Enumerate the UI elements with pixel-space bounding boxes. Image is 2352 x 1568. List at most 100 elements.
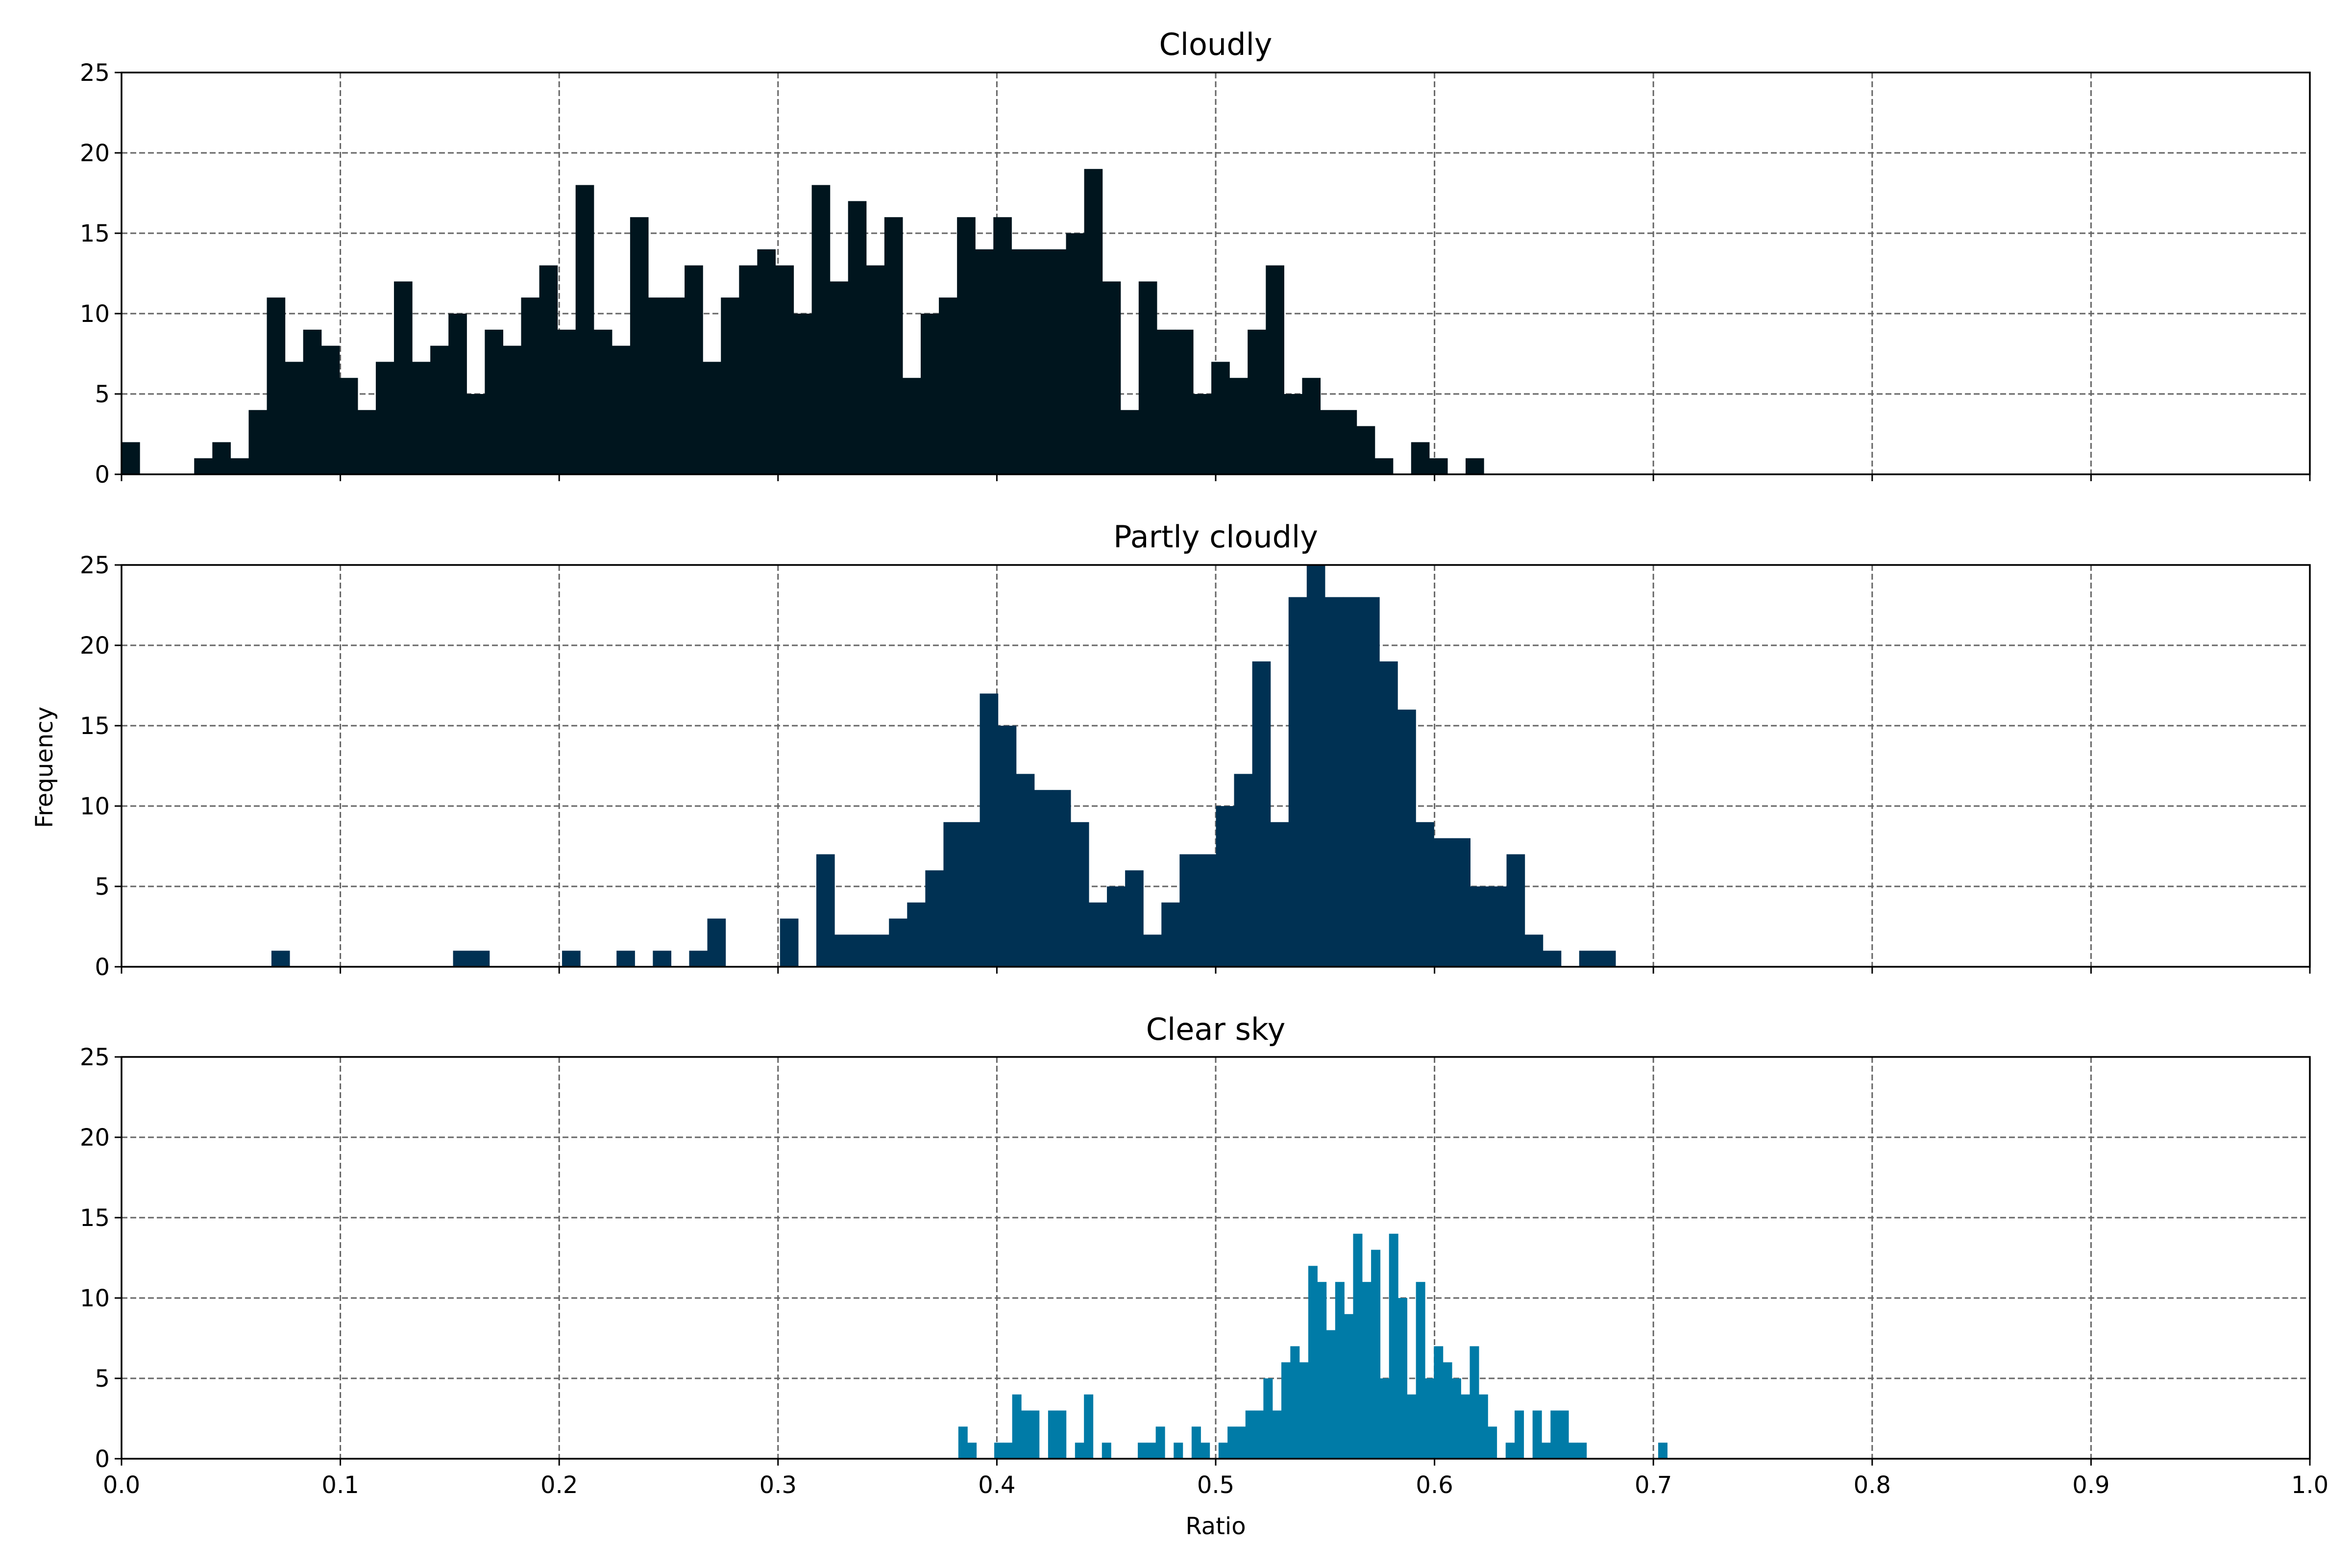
histogram-bar <box>866 265 885 474</box>
histogram-bar <box>1506 854 1525 967</box>
histogram-bar <box>194 458 213 474</box>
histogram-bar <box>1057 1410 1067 1459</box>
histogram-bar <box>653 951 672 967</box>
histogram-bar <box>1088 902 1107 967</box>
histogram-bar <box>834 934 853 967</box>
histogram-bar <box>1179 854 1198 967</box>
histogram-bar <box>616 951 635 967</box>
histogram-bar <box>485 329 504 474</box>
histogram-bar <box>1211 362 1230 474</box>
histogram-bar <box>1568 1443 1578 1459</box>
histogram-bar <box>1443 1362 1452 1459</box>
histogram-bar <box>1371 1250 1381 1459</box>
panel-partly-cloudly: Partly cloudly 0 5 10 15 20 25 <box>80 519 2311 981</box>
histogram-bar <box>1218 1443 1228 1459</box>
histogram-bar <box>889 918 907 967</box>
histogram-bar <box>1234 774 1253 967</box>
histogram-bar <box>1198 854 1217 967</box>
histogram-bar <box>394 281 413 474</box>
histogram-bar <box>1470 886 1489 967</box>
histogram-bar <box>993 217 1012 474</box>
histogram-bar <box>1281 1362 1291 1459</box>
panel-title: Cloudly <box>1159 26 1272 62</box>
histogram-bar <box>961 822 980 967</box>
histogram-bar <box>539 265 558 474</box>
histogram-bar <box>1302 378 1321 474</box>
histogram-bar <box>562 951 581 967</box>
y-tick-label: 20 <box>80 1124 110 1152</box>
histogram-bar <box>1577 1443 1587 1459</box>
histogram-bar <box>1120 410 1139 474</box>
histogram-bar <box>920 314 939 474</box>
histogram-bar <box>967 1443 977 1459</box>
y-tick-label: 10 <box>80 793 110 820</box>
y-tick-label: 5 <box>95 873 110 901</box>
histogram-bar <box>1066 233 1085 474</box>
histogram-bar <box>1451 1378 1461 1459</box>
histogram-bar <box>1029 249 1049 474</box>
histogram-bar <box>1488 886 1507 967</box>
histogram-bar <box>1175 329 1194 474</box>
histogram-bar <box>980 693 999 967</box>
histogram-bar <box>1658 1443 1668 1459</box>
histogram-bar <box>466 394 485 474</box>
y-tick-label: 0 <box>95 461 110 489</box>
x-tick-label: 1.0 <box>2291 1471 2328 1499</box>
histogram-bar <box>357 410 376 474</box>
histogram-bar <box>975 249 994 474</box>
histogram-bar <box>1416 822 1434 967</box>
histogram-bar <box>1030 1410 1040 1459</box>
histogram-bar <box>1541 1443 1551 1459</box>
histogram-bar <box>1532 1410 1542 1459</box>
histogram-bar <box>1107 886 1126 967</box>
histogram-bar <box>593 329 612 474</box>
y-tick-label: 25 <box>80 552 110 579</box>
histogram-bar <box>1084 1394 1094 1459</box>
histogram-bar <box>1138 1443 1148 1459</box>
x-tick-label: 0.9 <box>2072 1471 2109 1499</box>
histogram-bar <box>1161 902 1180 967</box>
histogram-bar <box>994 1443 1004 1459</box>
histogram-bar <box>943 822 962 967</box>
histogram-bar <box>448 314 467 474</box>
histogram-bar <box>1003 1443 1013 1459</box>
histogram-bar <box>339 378 358 474</box>
histogram-bar <box>1288 597 1307 967</box>
x-tick-label: 0.5 <box>1197 1471 1234 1499</box>
y-axis-label: Frequency <box>31 707 58 828</box>
y-tick-label: 25 <box>80 1044 110 1071</box>
histogram-bar <box>612 345 631 474</box>
histogram-bar <box>1317 1282 1327 1459</box>
panel-cloudly: Cloudly 0 5 10 15 20 25 <box>80 26 2311 489</box>
y-tick-label: 5 <box>95 1365 110 1393</box>
histogram-bar <box>853 934 871 967</box>
histogram-bar <box>1478 1394 1488 1459</box>
histogram-bar <box>1579 951 1598 967</box>
histogram-bar <box>1379 661 1398 967</box>
histogram-bar <box>375 362 394 474</box>
histogram-bar <box>1338 410 1357 474</box>
histogram-bar <box>739 265 758 474</box>
histogram-bar <box>1229 378 1248 474</box>
histogram-bar <box>230 458 249 474</box>
histogram-bar <box>1084 169 1103 474</box>
histogram-bar <box>248 410 268 474</box>
histogram-bar <box>303 329 322 474</box>
y-tick-label: 20 <box>80 632 110 660</box>
x-tick-label: 0.8 <box>1854 1471 1891 1499</box>
histogram-bar <box>1308 1266 1318 1459</box>
histogram-bar <box>1515 1410 1524 1459</box>
panel-clear-sky: Clear sky 0 5 10 15 20 25 0.0 0.1 0.2 0.3 0.4 0.5 0.… <box>80 1011 2328 1499</box>
histogram-bar <box>1102 1443 1111 1459</box>
histogram-bar <box>1263 1378 1273 1459</box>
histogram-bar <box>430 345 449 474</box>
histogram-bar <box>1461 1394 1470 1459</box>
histogram-bar <box>925 870 944 967</box>
histogram-bar <box>1252 661 1271 967</box>
histogram-bar <box>1466 458 1484 474</box>
histogram-bar <box>1374 458 1394 474</box>
histogram-bar <box>1021 1410 1030 1459</box>
y-tick-label: 20 <box>80 140 110 167</box>
histogram-bar <box>575 185 594 475</box>
